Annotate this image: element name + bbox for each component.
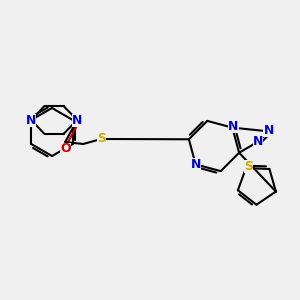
Text: N: N <box>253 135 263 148</box>
Text: O: O <box>60 142 70 155</box>
Text: S: S <box>97 133 106 146</box>
Text: S: S <box>244 160 253 172</box>
Text: N: N <box>228 120 239 133</box>
Text: N: N <box>72 113 83 127</box>
Text: N: N <box>26 113 36 127</box>
Text: N: N <box>26 113 36 127</box>
Text: N: N <box>190 158 201 171</box>
Text: N: N <box>263 124 274 137</box>
